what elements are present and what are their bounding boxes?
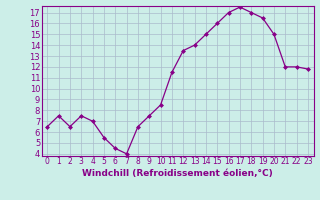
X-axis label: Windchill (Refroidissement éolien,°C): Windchill (Refroidissement éolien,°C) — [82, 169, 273, 178]
